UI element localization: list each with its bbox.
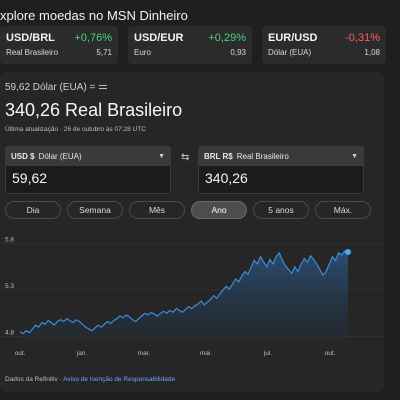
ticker-change: +0,76% bbox=[74, 32, 112, 44]
chevron-down-icon: ▼ bbox=[158, 152, 165, 160]
range-button-5-years[interactable]: 5 anos bbox=[253, 201, 309, 219]
chart-x-tick-label: jan. bbox=[76, 350, 88, 357]
from-amount-input[interactable]: 59,62 bbox=[5, 166, 171, 194]
ticker-name: Euro bbox=[134, 48, 151, 57]
chevron-down-icon: ▼ bbox=[351, 152, 358, 160]
from-currency-code: USD $ bbox=[11, 151, 35, 161]
ticker-name: Real Brasileiro bbox=[6, 48, 59, 57]
chart-last-point bbox=[345, 248, 351, 255]
exchange-rate-chart[interactable]: 5.8 5.3 4.8 out. jan. mar. mai. jul. out. bbox=[0, 237, 384, 362]
source-text: Dados da Refinitiv · bbox=[5, 376, 64, 383]
ticker-pair: USD/EUR bbox=[134, 32, 184, 44]
last-updated: Última atualização · 26 de outubro às 07… bbox=[5, 126, 146, 133]
chart-x-tick-label: out. bbox=[15, 350, 26, 357]
ticker-value: 1,08 bbox=[364, 48, 380, 57]
chart-area-fill bbox=[20, 251, 348, 341]
ticker-name: Dólar (EUA) bbox=[268, 48, 312, 57]
chart-y-tick-label: 5.8 bbox=[5, 237, 14, 244]
disclaimer-link[interactable]: Aviso de Isenção de Responsabilidade bbox=[63, 376, 176, 383]
ticker-pair: USD/BRL bbox=[6, 32, 55, 44]
chart-x-tick-label: jul. bbox=[263, 350, 273, 357]
to-currency-select[interactable]: BRL R$ Real Brasileiro ▼ bbox=[198, 146, 364, 166]
ticker-card-usd-brl[interactable]: USD/BRL +0,76% Real Brasileiro 5,71 bbox=[0, 26, 118, 64]
page-title: xplore moedas no MSN Dinheiro bbox=[0, 8, 188, 23]
rate-line: 59,62 Dólar (EUA) = bbox=[5, 82, 108, 93]
to-currency-box: BRL R$ Real Brasileiro ▼ 340,26 bbox=[198, 146, 364, 194]
chart-y-tick-label: 4.8 bbox=[5, 329, 14, 336]
from-currency-box: USD $ Dólar (EUA) ▼ 59,62 bbox=[5, 146, 171, 194]
currency-converter-card: 59,62 Dólar (EUA) = 340,26 Real Brasilei… bbox=[0, 72, 384, 392]
range-button-week[interactable]: Semana bbox=[67, 201, 123, 219]
from-currency-select[interactable]: USD $ Dólar (EUA) ▼ bbox=[5, 146, 171, 166]
chart-x-tick-label: out. bbox=[325, 350, 336, 357]
to-amount-input[interactable]: 340,26 bbox=[198, 166, 364, 194]
data-source: Dados da Refinitiv · Aviso de Isenção de… bbox=[5, 376, 175, 383]
range-button-max[interactable]: Máx. bbox=[315, 201, 371, 219]
chart-y-tick-label: 5.3 bbox=[5, 283, 14, 290]
to-currency-code: BRL R$ bbox=[204, 151, 233, 161]
ticker-change: -0,31% bbox=[345, 32, 380, 44]
chart-x-tick-label: mai. bbox=[200, 350, 212, 357]
chart-x-tick-label: mar. bbox=[138, 350, 151, 357]
swap-icon[interactable]: ⇆ bbox=[181, 152, 190, 163]
ticker-value: 0,93 bbox=[230, 48, 246, 57]
range-button-day[interactable]: Dia bbox=[5, 201, 61, 219]
from-currency-name: Dólar (EUA) bbox=[38, 151, 82, 161]
ticker-card-usd-eur[interactable]: USD/EUR +0,29% Euro 0,93 bbox=[128, 26, 252, 64]
ticker-pair: EUR/USD bbox=[268, 32, 318, 44]
time-range-tabs: Dia Semana Mês Ano 5 anos Máx. bbox=[5, 201, 371, 219]
range-button-year[interactable]: Ano bbox=[191, 201, 247, 219]
ticker-card-eur-usd[interactable]: EUR/USD -0,31% Dólar (EUA) 1,08 bbox=[262, 26, 386, 64]
ticker-value: 5,71 bbox=[96, 48, 112, 57]
menu-icon bbox=[99, 84, 108, 91]
to-currency-name: Real Brasileiro bbox=[236, 151, 289, 161]
range-button-month[interactable]: Mês bbox=[129, 201, 185, 219]
ticker-change: +0,29% bbox=[208, 32, 246, 44]
conversion-result: 340,26 Real Brasileiro bbox=[5, 100, 183, 120]
rate-line-text: 59,62 Dólar (EUA) = bbox=[5, 82, 96, 93]
ticker-strip: USD/BRL +0,76% Real Brasileiro 5,71 USD/EU… bbox=[0, 26, 400, 64]
chart-series-line bbox=[19, 250, 349, 335]
